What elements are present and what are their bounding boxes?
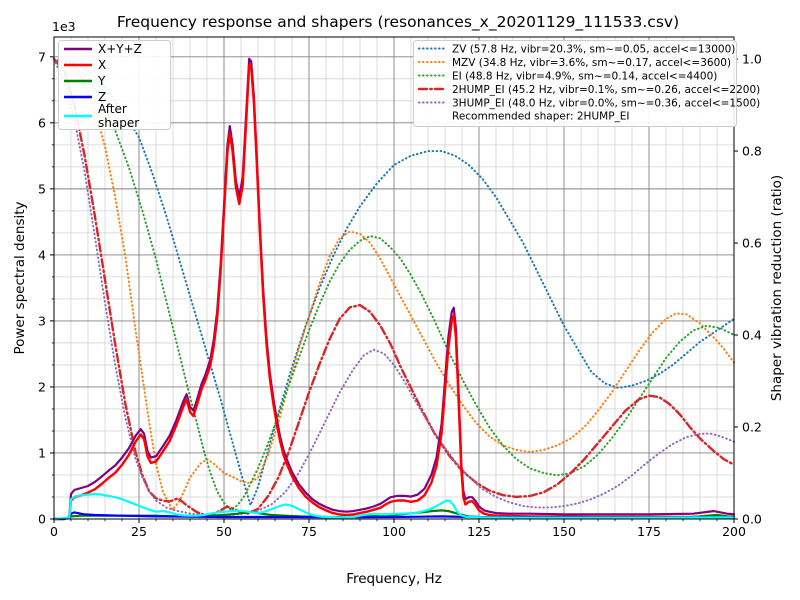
shaper-curve-ZV	[53, 58, 735, 507]
legend-label-2HUMP_EI: 2HUMP_EI (45.2 Hz, vibr=0.1%, sm~=0.26, …	[452, 84, 760, 96]
chart-title: Frequency response and shapers (resonanc…	[117, 13, 679, 32]
y-right-tick-label: 1.0	[742, 52, 762, 67]
legend-label-after: After	[98, 102, 127, 116]
y-left-tick-label: 4	[38, 247, 46, 262]
x-tick-label: 150	[552, 524, 576, 539]
legend-label-EI: EI (48.8 Hz, vibr=4.9%, sm~=0.14, accel<…	[452, 70, 717, 82]
x-tick-label: 75	[301, 524, 317, 539]
legend-shapers: ZV (57.8 Hz, vibr=20.3%, sm~=0.05, accel…	[413, 40, 760, 127]
legend-psd-box	[58, 40, 171, 130]
y-left-tick-label: 2	[38, 379, 46, 394]
y-left-tick-label: 7	[38, 49, 46, 64]
x-tick-label: 175	[637, 524, 661, 539]
legend-label-X: X	[98, 58, 106, 72]
x-tick-label: 125	[467, 524, 491, 539]
y-left-tick-label: 6	[38, 115, 46, 130]
y-left-tick-label: 3	[38, 313, 46, 328]
y-left-tick-label: 5	[38, 181, 46, 196]
axis-tick-labels: 0 25 50 75 100 125 150 175 200 0 1 2 3 4 5 6 7 0.0 0.2 0.4 0…	[38, 49, 762, 539]
plot-curves	[52, 57, 736, 521]
x-tick-label: 50	[216, 524, 232, 539]
y-right-tick-label: 0.2	[742, 420, 762, 435]
y-left-tick-label: 0	[38, 512, 46, 527]
legend-label-X+Y+Z: X+Y+Z	[98, 42, 142, 56]
legend-label-Z: Z	[98, 90, 106, 104]
psd-curve-X	[52, 63, 736, 521]
axis-ticks	[50, 56, 738, 523]
y-left-tick-label: 1	[38, 445, 46, 460]
legend-label-Y: Y	[97, 74, 106, 88]
legend-shapers-box	[413, 40, 737, 127]
y-axis-label-right: Shaper vibration reduction (ratio)	[769, 175, 785, 401]
x-tick-label: 200	[722, 524, 746, 539]
legend-label-MZV: MZV (34.8 Hz, vibr=3.6%, sm~=0.17, accel…	[452, 57, 731, 69]
x-tick-label: 0	[50, 524, 58, 539]
y-right-tick-label: 0.8	[742, 144, 762, 159]
shaper-curve-MZV	[53, 58, 735, 511]
legend-label-3HUMP_EI: 3HUMP_EI (48.0 Hz, vibr=0.0%, sm~=0.36, …	[452, 97, 760, 109]
x-axis-label: Frequency, Hz	[346, 571, 442, 587]
legend-recommended-note: Recommended shaper: 2HUMP_EI	[452, 111, 630, 123]
y-right-tick-label: 0.4	[742, 328, 762, 343]
x-tick-label: 25	[131, 524, 147, 539]
psd-curve-After-shaper	[52, 492, 736, 521]
y-right-tick-label: 0.6	[742, 236, 762, 251]
y-axis-offset-label: 1e3	[52, 19, 76, 34]
shaper-curve-3HUMP_EI	[53, 58, 735, 517]
y-axis-label-left: Power spectral density	[12, 201, 28, 354]
legend-label-ZV: ZV (57.8 Hz, vibr=20.3%, sm~=0.05, accel…	[452, 43, 735, 55]
legend-label-shaper: shaper	[98, 116, 139, 130]
y-right-tick-label: 0.0	[742, 512, 762, 527]
x-tick-label: 100	[382, 524, 406, 539]
